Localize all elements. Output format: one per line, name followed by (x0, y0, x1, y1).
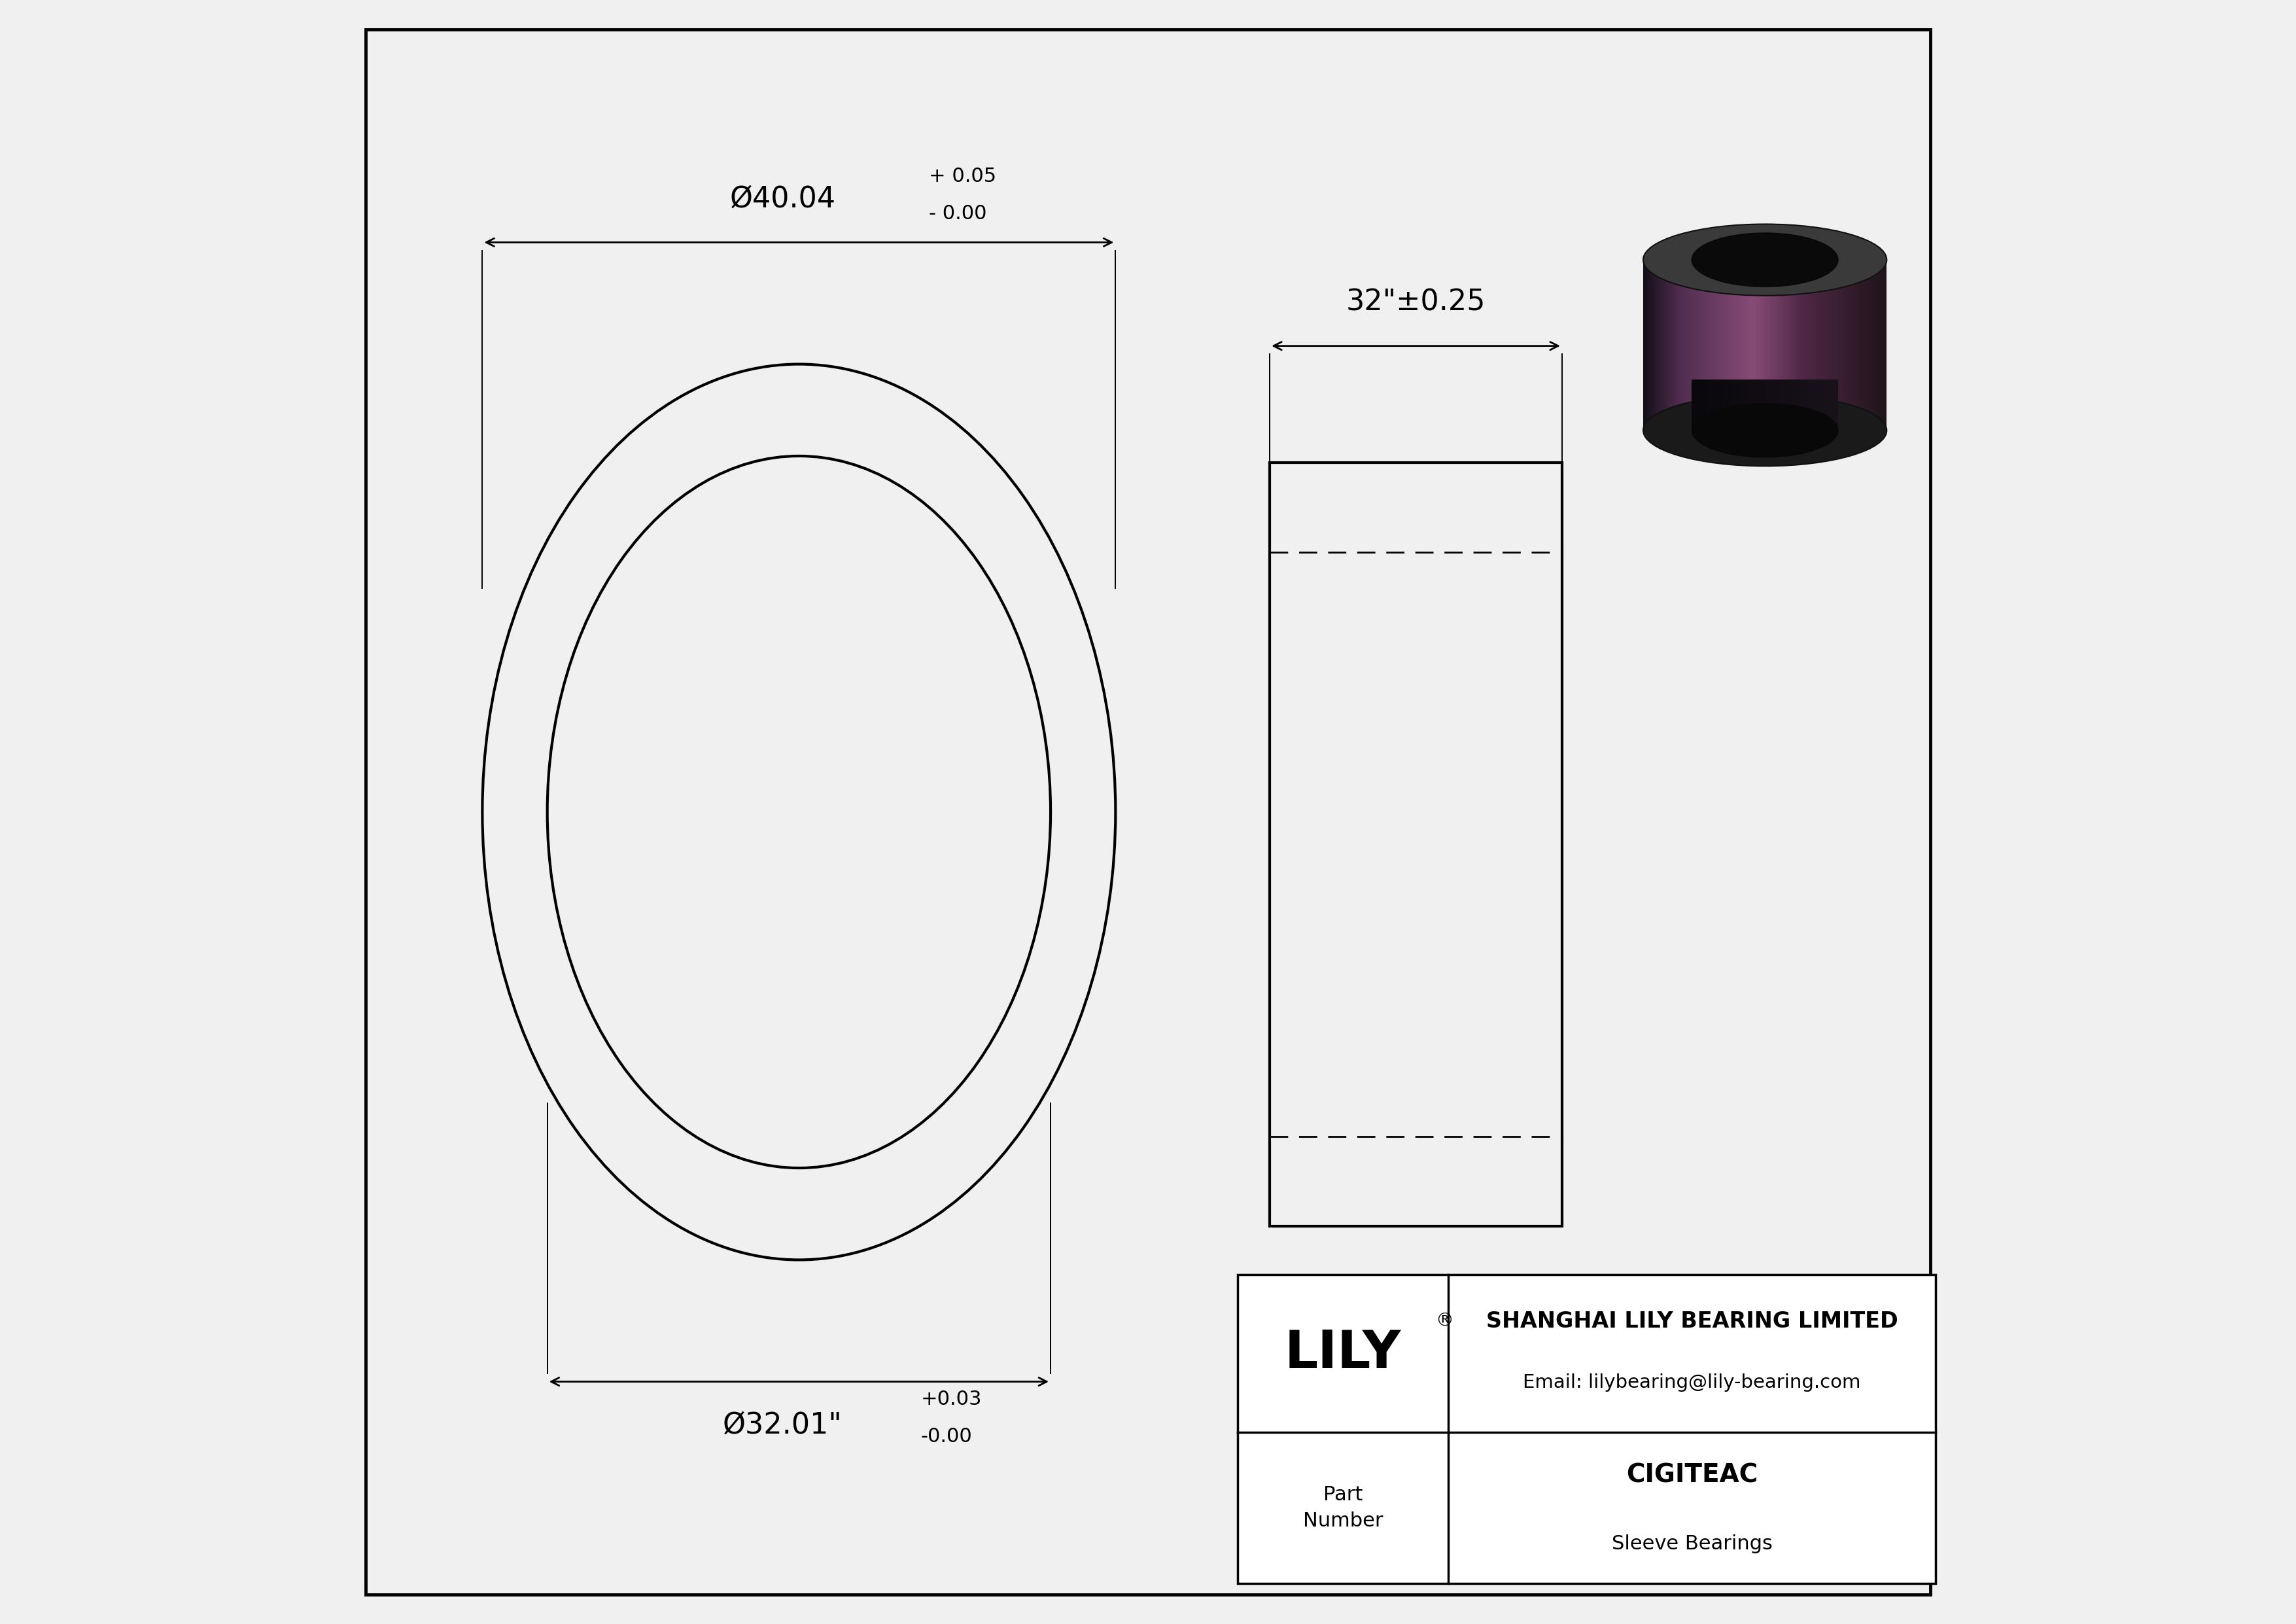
Bar (1770, 380, 1775, 430)
Bar (1692, 380, 1694, 430)
Bar (1745, 380, 1747, 430)
Text: - 0.00: - 0.00 (930, 205, 987, 222)
Text: + 0.05: + 0.05 (930, 167, 996, 185)
Bar (1701, 380, 1704, 430)
Text: SHANGHAI LILY BEARING LIMITED: SHANGHAI LILY BEARING LIMITED (1486, 1311, 1899, 1332)
Text: Ø40.04: Ø40.04 (730, 185, 836, 213)
Bar (1761, 380, 1766, 430)
Bar (1791, 380, 1793, 430)
Bar (1779, 380, 1782, 430)
Text: CIGITEAC: CIGITEAC (1626, 1463, 1759, 1488)
Bar (1711, 380, 1713, 430)
Text: +0.03: +0.03 (921, 1390, 983, 1408)
Bar (1789, 380, 1791, 430)
Text: 32"±0.25: 32"±0.25 (1345, 289, 1486, 317)
Bar (1706, 380, 1711, 430)
Bar (1747, 380, 1750, 430)
Text: Email: lilybearing@lily-bearing.com: Email: lilybearing@lily-bearing.com (1522, 1374, 1860, 1392)
Bar (1775, 380, 1777, 430)
Bar (1768, 380, 1770, 430)
Ellipse shape (1644, 395, 1887, 466)
Bar (1756, 380, 1759, 430)
Bar (1798, 380, 1800, 430)
Bar (1759, 380, 1761, 430)
Bar (1270, 463, 1561, 1226)
Bar (1704, 380, 1706, 430)
Bar (1823, 380, 1825, 430)
Bar (1821, 380, 1823, 430)
Bar (1238, 1275, 1936, 1583)
Bar (1825, 380, 1830, 430)
Bar (1743, 380, 1745, 430)
Ellipse shape (1692, 232, 1839, 286)
Bar (1729, 380, 1733, 430)
Bar (1812, 380, 1814, 430)
Bar (1238, 1275, 1936, 1583)
Text: Sleeve Bearings: Sleeve Bearings (1612, 1535, 1773, 1553)
Bar (1754, 380, 1756, 430)
Bar (1717, 380, 1722, 430)
Bar (1738, 380, 1743, 430)
Bar (1766, 380, 1768, 430)
Text: -0.00: -0.00 (921, 1427, 971, 1445)
Bar (1777, 380, 1779, 430)
Bar (1736, 380, 1738, 430)
Bar (1835, 380, 1839, 430)
Text: ®: ® (1435, 1312, 1453, 1330)
Bar (1697, 380, 1701, 430)
Bar (1830, 380, 1832, 430)
Bar (1818, 380, 1821, 430)
Bar (1782, 380, 1786, 430)
Bar (1713, 380, 1715, 430)
Bar (1724, 380, 1727, 430)
Bar (1832, 380, 1835, 430)
Text: Part
Number: Part Number (1302, 1484, 1382, 1531)
Ellipse shape (1644, 224, 1887, 296)
Bar (1807, 380, 1809, 430)
Bar (1809, 380, 1812, 430)
Bar (1715, 380, 1717, 430)
Bar (1802, 380, 1807, 430)
Bar (1694, 380, 1697, 430)
Bar (1733, 380, 1736, 430)
Text: LILY: LILY (1283, 1328, 1401, 1379)
Bar (1750, 380, 1754, 430)
Bar (1800, 380, 1802, 430)
Text: Ø32.01": Ø32.01" (723, 1411, 843, 1439)
Bar (1793, 380, 1798, 430)
Bar (1786, 380, 1789, 430)
Bar (1814, 380, 1818, 430)
Bar (1722, 380, 1724, 430)
Bar (1727, 380, 1729, 430)
Ellipse shape (1692, 404, 1839, 458)
